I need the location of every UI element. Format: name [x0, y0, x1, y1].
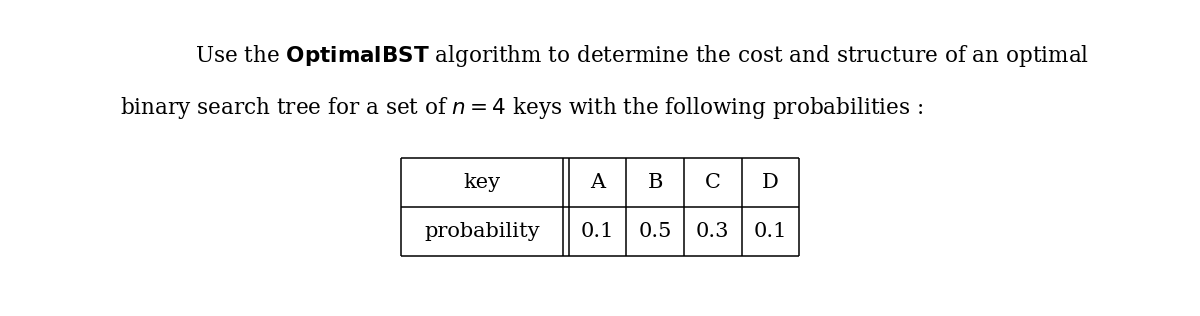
- Text: C: C: [704, 173, 721, 192]
- Text: 0.5: 0.5: [638, 222, 672, 241]
- Text: binary search tree for a set of $n = 4$ keys with the following probabilities :: binary search tree for a set of $n = 4$ …: [120, 95, 924, 121]
- Text: 0.3: 0.3: [696, 222, 730, 241]
- Text: probability: probability: [424, 222, 540, 241]
- Text: B: B: [648, 173, 662, 192]
- Text: D: D: [762, 173, 779, 192]
- Text: Use the $\mathbf{OptimalBST}$ algorithm to determine the cost and structure of a: Use the $\mathbf{OptimalBST}$ algorithm …: [194, 43, 1090, 69]
- Text: 0.1: 0.1: [754, 222, 787, 241]
- Text: key: key: [463, 173, 500, 192]
- Text: A: A: [590, 173, 605, 192]
- Text: 0.1: 0.1: [581, 222, 614, 241]
